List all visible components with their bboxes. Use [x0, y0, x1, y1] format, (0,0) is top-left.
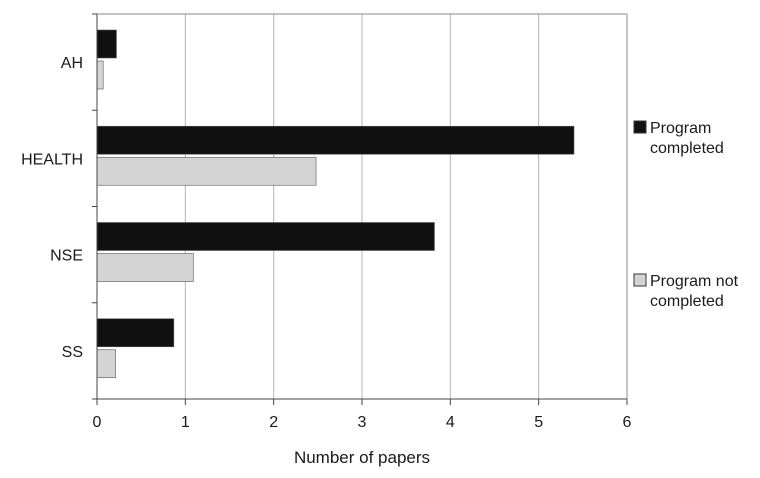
bar-ss-completed: [96, 318, 175, 348]
bars: [96, 29, 575, 379]
x-tick-label: 2: [269, 414, 278, 431]
y-category-label-nse: NSE: [50, 248, 83, 265]
legend-label-not-completed: Program not: [650, 273, 739, 290]
x-axis-title: Number of papers: [294, 448, 430, 467]
x-tick-label: 3: [358, 414, 367, 431]
axes: [92, 13, 628, 405]
bar-nse-completed: [96, 222, 435, 251]
x-tick-label: 0: [93, 414, 102, 431]
y-category-label-ss: SS: [62, 344, 83, 361]
x-tick-labels: 0 1 2 3 4 5 6: [93, 414, 632, 431]
bar-ah-completed: [96, 29, 117, 59]
x-tick-label: 6: [623, 414, 632, 431]
legend-label-completed: Program: [650, 120, 711, 137]
legend-swatch-not-completed: [633, 273, 647, 287]
legend-label-not-completed: completed: [650, 293, 724, 310]
bar-health-completed: [96, 125, 575, 155]
x-tick-label: 4: [446, 414, 455, 431]
bar-ss-not-completed: [96, 349, 116, 379]
y-category-label-health: HEALTH: [21, 151, 83, 168]
x-tick-label: 5: [534, 414, 543, 431]
bar-nse-not-completed: [96, 253, 194, 282]
y-category-label-ah: AH: [61, 55, 83, 72]
legend-label-completed: completed: [650, 140, 724, 157]
bar-ah-not-completed: [96, 60, 104, 90]
bar-health-not-completed: [96, 156, 317, 186]
x-tick-label: 1: [181, 414, 190, 431]
legend-swatch-completed: [633, 120, 647, 134]
legend: Program completed Program not completed: [633, 120, 739, 310]
y-category-labels: AH HEALTH NSE SS: [21, 55, 83, 361]
